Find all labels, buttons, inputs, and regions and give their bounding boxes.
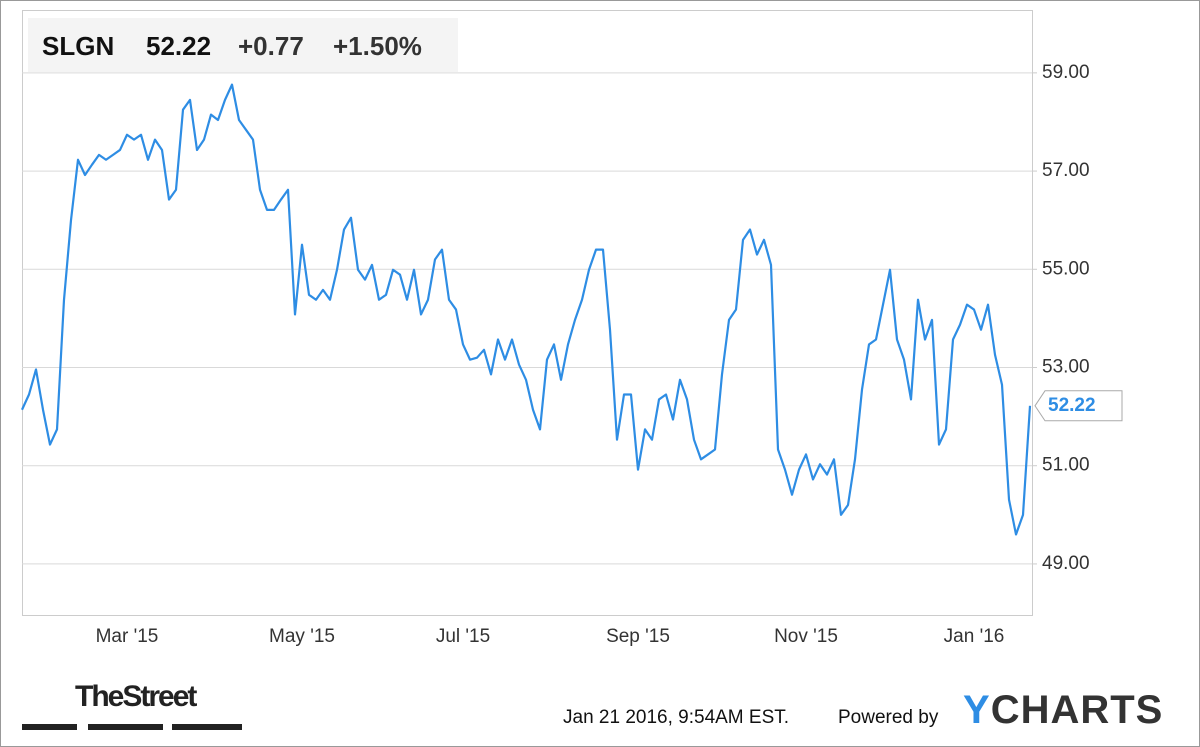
x-tick-label: Mar '15 [96, 626, 159, 647]
change-percent: +1.50% [333, 31, 422, 61]
timestamp: Jan 21 2016, 9:54AM EST. [563, 707, 789, 728]
x-tick-label: Jul '15 [436, 626, 490, 647]
ticker: SLGN [42, 31, 114, 61]
y-tick-label: 53.00 [1042, 357, 1090, 378]
x-tick-label: Nov '15 [774, 626, 838, 647]
x-tick-label: May '15 [269, 626, 335, 647]
y-tick-label: 51.00 [1042, 455, 1090, 476]
logo-bar [22, 724, 77, 730]
powered-by: Powered by [838, 707, 939, 728]
quote-box [28, 18, 458, 72]
change: +0.77 [238, 31, 304, 61]
price-line [21, 83, 1032, 536]
y-tick-label: 59.00 [1042, 62, 1090, 83]
x-tick-label: Sep '15 [606, 626, 670, 647]
price: 52.22 [146, 31, 211, 61]
grid [22, 72, 1032, 565]
logo-bar [172, 724, 242, 730]
y-tick-label: 57.00 [1042, 160, 1090, 181]
logo-bar [88, 724, 163, 730]
y-tick-label: 55.00 [1042, 258, 1090, 279]
publisher-logo: TheStreet [75, 680, 197, 713]
last-value-label: 52.22 [1048, 395, 1096, 416]
last-value-callout [1034, 390, 1123, 422]
brand-logo: YCHARTS [963, 688, 1164, 732]
x-tick-label: Jan '16 [944, 626, 1005, 647]
y-tick-label: 49.00 [1042, 553, 1090, 574]
